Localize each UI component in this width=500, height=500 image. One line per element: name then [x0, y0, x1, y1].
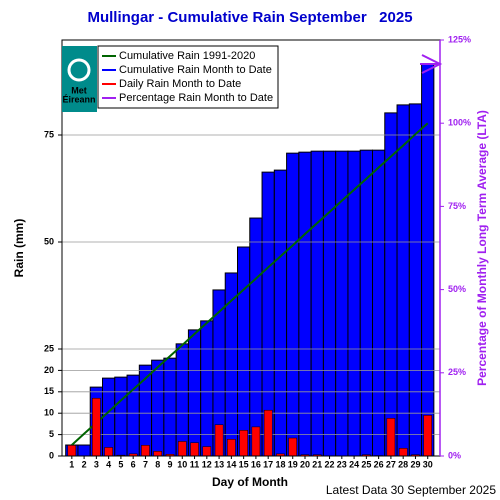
cumulative-bar	[384, 112, 398, 457]
y-tick-label: 20	[44, 365, 54, 375]
x-tick-label: 16	[251, 459, 261, 469]
x-tick-label: 8	[155, 459, 160, 469]
x-tick-label: 7	[143, 459, 148, 469]
y2-tick-label: 75%	[448, 201, 466, 211]
y-tick-label: 25	[44, 343, 54, 353]
x-tick-label: 18	[275, 459, 285, 469]
y-tick-label: 75	[44, 129, 54, 139]
y-tick-label: 15	[44, 386, 54, 396]
cumulative-bar	[372, 149, 386, 457]
x-tick-label: 24	[349, 459, 359, 469]
daily-bar	[104, 447, 113, 457]
y-tick-label: 0	[49, 450, 54, 460]
daily-bar	[190, 442, 199, 457]
x-tick-label: 11	[190, 459, 200, 469]
x-tick-label: 10	[177, 459, 187, 469]
y-tick-label: 5	[49, 429, 54, 439]
x-tick-label: 26	[374, 459, 384, 469]
cumulative-bar	[310, 150, 324, 457]
x-tick-label: 30	[423, 459, 433, 469]
x-tick-label: 20	[300, 459, 310, 469]
x-tick-label: 9	[167, 459, 172, 469]
x-tick-label: 4	[106, 459, 111, 469]
cumulative-bar	[421, 63, 435, 457]
y2-tick-label: 125%	[448, 34, 471, 44]
legend-label: Cumulative Rain Month to Date	[119, 64, 272, 76]
chart-title: Mullingar - Cumulative Rain September 20…	[87, 9, 412, 26]
y2-tick-label: 50%	[448, 284, 466, 294]
daily-bar	[386, 418, 396, 457]
x-tick-label: 22	[325, 459, 335, 469]
y2-tick-label: 100%	[448, 118, 471, 128]
x-tick-label: 5	[118, 459, 123, 469]
x-tick-label: 17	[263, 459, 273, 469]
x-tick-label: 25	[361, 459, 371, 469]
daily-bar	[153, 451, 163, 457]
daily-bar	[239, 430, 248, 457]
x-tick-label: 19	[288, 459, 298, 469]
x-tick-label: 13	[214, 459, 224, 469]
cumulative-bar	[102, 377, 116, 457]
x-tick-label: 15	[239, 459, 249, 469]
daily-bar	[251, 426, 261, 457]
lta-line	[71, 122, 429, 446]
cumulative-bar	[408, 103, 423, 457]
y2-tick-label: 0%	[448, 450, 461, 460]
x-axis-label: Day of Month	[212, 475, 288, 489]
x-tick-label: 12	[202, 459, 212, 469]
cumulative-bar	[347, 150, 361, 457]
legend-label: Percentage Rain Month to Date	[119, 92, 273, 104]
daily-bar	[263, 409, 273, 457]
cumulative-bar	[286, 152, 300, 457]
x-tick-label: 2	[82, 459, 87, 469]
x-tick-label: 3	[94, 459, 99, 469]
y-axis-label: Rain (mm)	[12, 219, 26, 278]
cumulative-bar	[396, 104, 410, 457]
x-tick-label: 29	[410, 459, 420, 469]
cumulative-bar	[322, 150, 337, 457]
logo-text: Met	[71, 85, 87, 95]
logo-text: Éireann	[62, 94, 95, 104]
x-tick-label: 28	[398, 459, 408, 469]
x-tick-label: 14	[226, 459, 236, 469]
y-tick-label: 50	[44, 236, 54, 246]
cumulative-bar	[114, 376, 128, 457]
daily-bar	[398, 448, 408, 457]
y2-tick-label: 25%	[448, 367, 466, 377]
x-tick-label: 1	[69, 459, 74, 469]
x-tick-label: 27	[386, 459, 396, 469]
daily-bar	[214, 424, 224, 457]
cumulative-bar	[359, 149, 373, 457]
cumulative-bar	[200, 320, 214, 457]
daily-bar	[67, 445, 77, 457]
daily-bar	[177, 441, 187, 457]
legend	[97, 45, 279, 109]
daily-bar	[92, 397, 101, 457]
footer: Latest Data 30 September 2025	[326, 483, 496, 497]
x-tick-label: 21	[312, 459, 322, 469]
daily-bar	[288, 437, 298, 457]
cumulative-bar	[151, 359, 165, 457]
cumulative-bar	[77, 444, 91, 457]
logo-swirl	[67, 58, 91, 82]
daily-bar	[202, 446, 212, 457]
x-tick-label: 23	[337, 459, 347, 469]
cumulative-bar	[126, 374, 140, 457]
cumulative-bar	[298, 151, 312, 457]
cumulative-bar	[237, 246, 251, 457]
y-tick-label: 10	[44, 408, 54, 418]
y2-axis-label: Percentage of Monthly Long Term Average …	[475, 110, 489, 386]
x-tick-label: 6	[131, 459, 136, 469]
legend-label: Cumulative Rain 1991-2020	[119, 50, 255, 62]
cumulative-bar	[163, 357, 177, 457]
daily-bar	[227, 439, 236, 457]
daily-bar	[423, 415, 433, 457]
cumulative-bar	[249, 217, 263, 457]
daily-bar	[141, 445, 150, 457]
legend-label: Daily Rain Month to Date	[119, 78, 241, 90]
cumulative-bar	[175, 343, 189, 457]
